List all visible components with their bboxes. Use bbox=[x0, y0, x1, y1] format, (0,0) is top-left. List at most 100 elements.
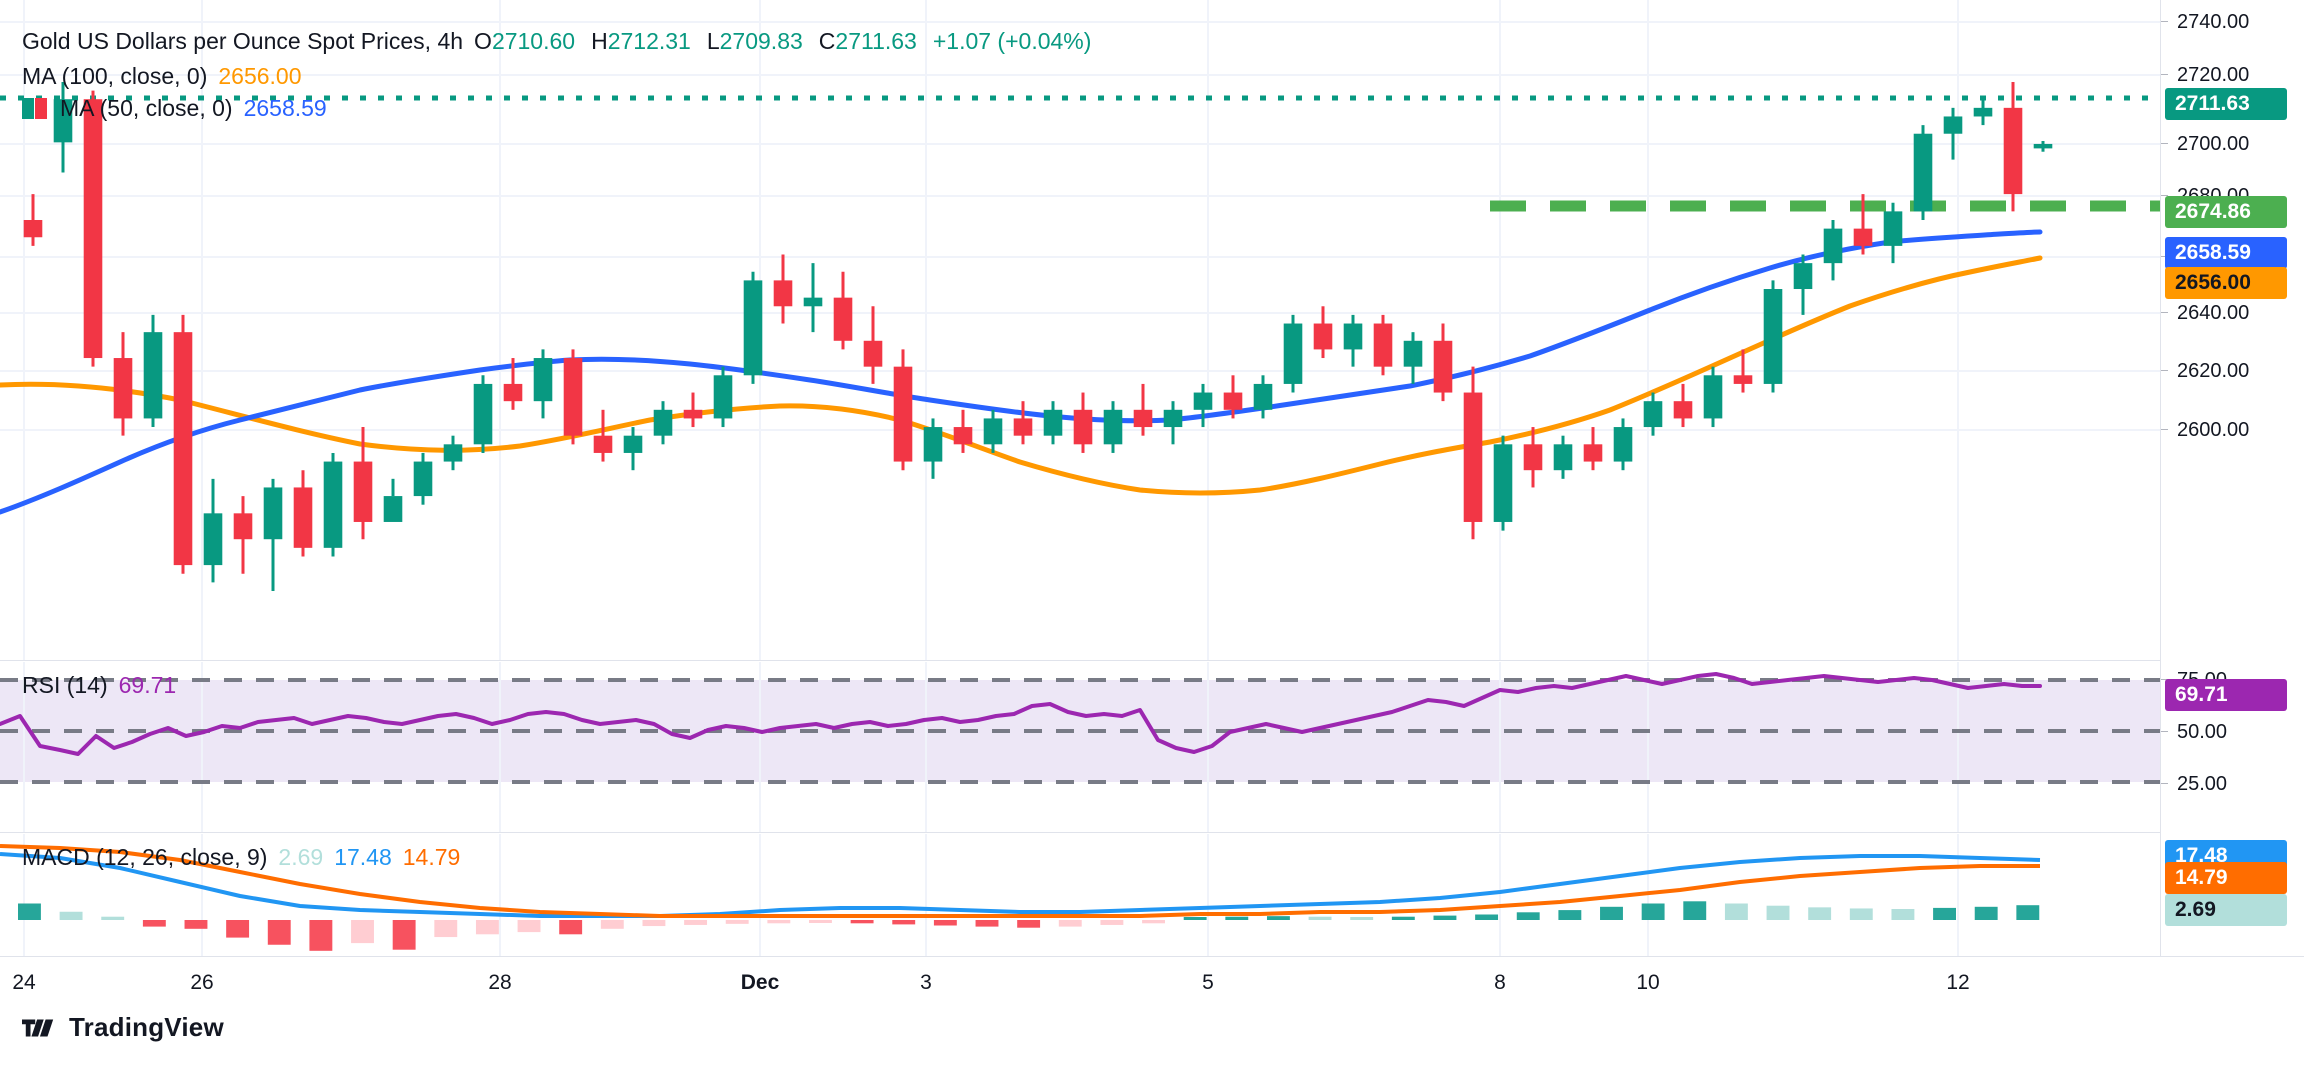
rsi-line bbox=[0, 672, 2042, 756]
candle-body bbox=[203, 513, 223, 566]
macd-signal-line bbox=[0, 844, 2040, 918]
axis-badge-macd-signal[interactable]: 14.79 bbox=[2165, 862, 2287, 894]
macd-hist-bar bbox=[975, 920, 999, 927]
macd-hist-bar bbox=[1600, 906, 1623, 920]
macd-hist-bar bbox=[101, 916, 125, 920]
macd-plot[interactable] bbox=[0, 834, 2160, 956]
axis-tick: 25.00 bbox=[2161, 774, 2304, 794]
ma100-line bbox=[0, 255, 2043, 496]
axis-badge-ma100[interactable]: 2656.00 bbox=[2165, 267, 2287, 299]
candle-body bbox=[773, 280, 793, 307]
candle-body bbox=[1613, 427, 1633, 462]
candle-body bbox=[1853, 228, 1873, 246]
candle-body bbox=[1493, 444, 1513, 522]
price-pane[interactable]: Gold US Dollars per Ounce Spot Prices, 4… bbox=[0, 0, 2160, 660]
candle-body bbox=[503, 383, 523, 402]
macd-hist-bar bbox=[559, 920, 583, 935]
macd-hist-bar bbox=[809, 920, 832, 923]
macd-hist-bar bbox=[1350, 917, 1374, 920]
macd-hist-bar bbox=[1183, 917, 1207, 920]
macd-hist-bar bbox=[517, 920, 541, 933]
candle-body bbox=[1823, 228, 1843, 264]
candle-body bbox=[923, 427, 943, 462]
rsi-plot[interactable] bbox=[0, 662, 2160, 832]
candle-body bbox=[1703, 375, 1723, 419]
axis-tick: 2620.00 bbox=[2161, 361, 2304, 381]
candle-body bbox=[1793, 263, 1813, 290]
candle-body bbox=[323, 461, 343, 548]
time-tick: 10 bbox=[1636, 971, 1660, 994]
time-tick: 3 bbox=[920, 971, 932, 994]
candle-body bbox=[1553, 444, 1573, 471]
candle-body bbox=[1763, 289, 1783, 384]
axis-badge-macd-hist[interactable]: 2.69 bbox=[2165, 894, 2287, 926]
macd-hist-bar bbox=[434, 920, 458, 938]
candle-body bbox=[1433, 340, 1453, 393]
macd-hist-bar bbox=[1308, 916, 1332, 920]
macd-hist-bar bbox=[59, 911, 83, 920]
time-tick: 26 bbox=[190, 971, 214, 994]
candle-body bbox=[1253, 383, 1273, 410]
candle-body bbox=[1043, 409, 1063, 436]
macd-hist-bar bbox=[1974, 906, 1998, 920]
candle-body bbox=[533, 358, 553, 402]
candle-body bbox=[1373, 323, 1393, 367]
macd-hist-bar bbox=[850, 920, 874, 924]
axis-tick: 2720.00 bbox=[2161, 65, 2304, 85]
candle-body bbox=[23, 220, 43, 238]
axis-badge-rsi-value[interactable]: 69.71 bbox=[2165, 679, 2287, 711]
candle-body bbox=[383, 496, 403, 522]
macd-hist-bar bbox=[933, 920, 957, 926]
macd-hist-bar bbox=[2016, 905, 2040, 920]
macd-hist-bar bbox=[1225, 916, 1249, 920]
macd-hist-bar bbox=[1100, 920, 1124, 925]
candle-body bbox=[653, 409, 673, 436]
tradingview-wordmark: TradingView bbox=[69, 1012, 224, 1042]
candle-body bbox=[1103, 409, 1123, 445]
time-tick: 28 bbox=[488, 971, 512, 994]
axis-badge-ma50[interactable]: 2658.59 bbox=[2165, 237, 2287, 269]
axis-tick: 2740.00 bbox=[2161, 12, 2304, 32]
macd-hist-bar bbox=[1891, 909, 1915, 920]
macd-hist-bar bbox=[1558, 910, 1582, 920]
macd-hist-bar bbox=[767, 920, 791, 924]
time-tick: 8 bbox=[1494, 971, 1506, 994]
candle-body bbox=[1973, 107, 1993, 117]
price-plot[interactable] bbox=[0, 0, 2160, 660]
time-axis[interactable]: 24 26 28 Dec 3 5 8 10 12 bbox=[0, 956, 2304, 1012]
candle-body bbox=[1193, 392, 1213, 410]
macd-hist-bar bbox=[392, 920, 416, 950]
rsi-pane[interactable]: RSI (14) 69.71 bbox=[0, 662, 2160, 832]
price-axis[interactable]: 2740.002720.002700.002680.002660.002640.… bbox=[2160, 0, 2304, 956]
macd-hist-bar bbox=[1808, 907, 1832, 920]
candle-body bbox=[1733, 375, 1753, 384]
macd-hist-bar bbox=[1933, 907, 1956, 920]
candle-body bbox=[1403, 340, 1423, 367]
candle-body bbox=[1463, 392, 1483, 522]
macd-hist-bar bbox=[600, 920, 624, 929]
axis-badge-last-price[interactable]: 2711.63 bbox=[2165, 88, 2287, 120]
macd-hist-bar bbox=[684, 920, 708, 925]
macd-hist-bar bbox=[18, 903, 41, 920]
tradingview-logo-icon bbox=[22, 1019, 54, 1036]
macd-hist-bar bbox=[1475, 914, 1499, 920]
candle-body bbox=[713, 375, 733, 419]
candle-body bbox=[563, 358, 583, 436]
candle-body bbox=[623, 435, 643, 453]
candle-body bbox=[593, 435, 613, 453]
candle-body bbox=[473, 383, 493, 445]
macd-hist-bar bbox=[1849, 908, 1873, 920]
tradingview-branding[interactable]: TradingView bbox=[22, 1012, 224, 1043]
macd-hist-bar bbox=[475, 920, 499, 935]
candle-body bbox=[1913, 133, 1933, 212]
macd-hist-bar bbox=[1058, 920, 1082, 927]
candle-body bbox=[353, 461, 373, 522]
candle-body bbox=[1343, 323, 1363, 350]
rsi-vgridlines bbox=[23, 662, 1959, 832]
time-tick: 12 bbox=[1946, 971, 1970, 994]
candle-body bbox=[1673, 401, 1693, 419]
macd-pane[interactable]: MACD (12, 26, close, 9) 2.69 17.48 14.79 bbox=[0, 834, 2160, 956]
axis-badge-level-line[interactable]: 2674.86 bbox=[2165, 196, 2287, 228]
macd-hist-bar bbox=[725, 920, 749, 924]
